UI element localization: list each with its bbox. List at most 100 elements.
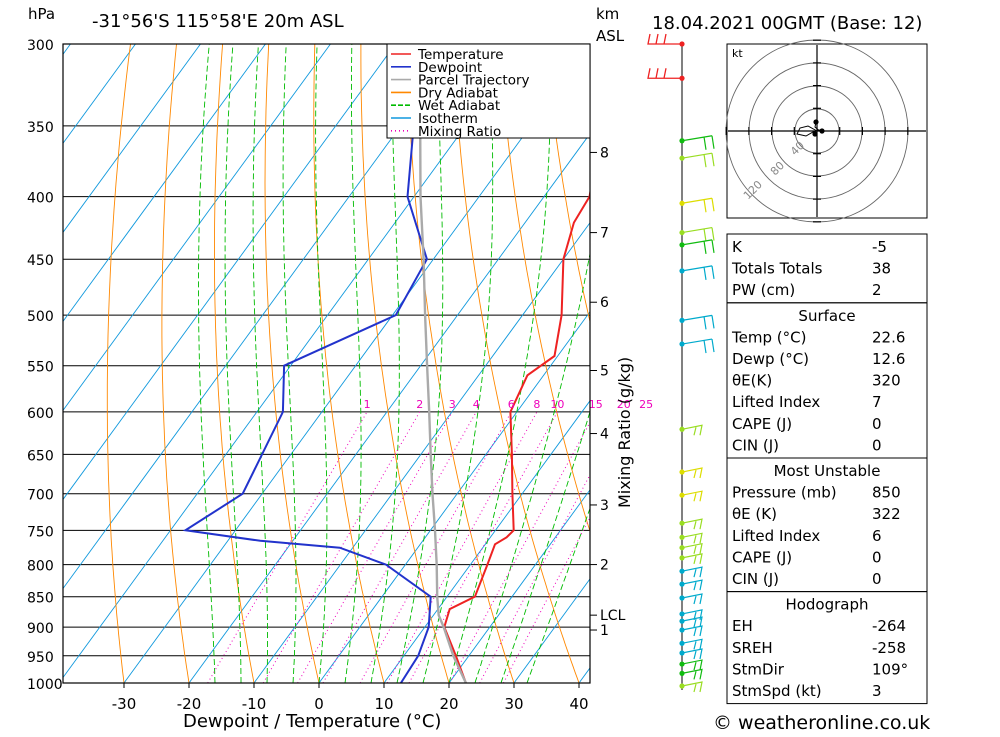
- pressure-tick-label: 600: [27, 406, 54, 422]
- wind-barb: [679, 467, 703, 479]
- table-row-value: 2: [872, 281, 882, 299]
- wind-barb: [679, 152, 715, 168]
- mixing-ratio-label: 6: [508, 398, 515, 411]
- surface-title: Surface: [798, 307, 855, 325]
- isotherm-line: [383, 400, 590, 683]
- wind-barb-staff: [681, 625, 703, 637]
- table-row-label: Totals Totals: [731, 260, 823, 278]
- isotherm-line: [63, 44, 526, 679]
- dry-adiabat-line: [544, 44, 590, 324]
- km-tick-label: 1: [600, 623, 609, 639]
- wet-adiabat-line: [370, 44, 400, 683]
- table-row-label: Lifted Index: [732, 393, 820, 411]
- wet-adiabat-line: [282, 44, 297, 683]
- wind-barb-staff: [647, 68, 682, 79]
- wind-barb: [679, 659, 703, 671]
- wind-barb-dot: [679, 555, 685, 561]
- units-hpa: hPa: [28, 5, 55, 23]
- dry-adiabat-line: [214, 44, 255, 683]
- mixing-ratio-label: 1: [364, 398, 371, 411]
- wet-adiabat-line: [422, 44, 494, 683]
- wind-barb-staff: [681, 566, 703, 578]
- wet-adiabat-line: [344, 44, 362, 683]
- plot-frame: [62, 43, 591, 684]
- wind-barb: [679, 638, 703, 650]
- pressure-tick-label: 700: [27, 488, 54, 504]
- table-row-value: -5: [872, 238, 887, 256]
- dewpoint-profile-line: [182, 44, 432, 683]
- table-row-value: 109°: [872, 660, 908, 678]
- table-row-value: 7: [872, 393, 882, 411]
- pressure-tick-label: 750: [27, 524, 54, 540]
- hodograph_table-box: [726, 591, 928, 705]
- legend-label-mixing: Mixing Ratio: [418, 124, 501, 140]
- wet-adiabat-line: [500, 410, 590, 683]
- isotherm-line: [318, 311, 590, 683]
- pressure-tick-label: 450: [27, 253, 54, 269]
- wind-barb: [679, 532, 703, 544]
- most_unstable-title: Most Unstable: [774, 462, 881, 480]
- wind-barb-staff: [681, 265, 715, 280]
- dry-adiabat-line: [106, 44, 131, 683]
- wind-barb: [679, 314, 715, 330]
- profile-lines: [182, 44, 590, 683]
- table-row-label: StmDir: [732, 660, 785, 678]
- km-tick-label: 3: [600, 498, 609, 514]
- units-km: km: [596, 5, 619, 23]
- wind-barb-dot: [679, 640, 685, 646]
- table-row-label: θE (K): [732, 505, 777, 523]
- wind-barb-staff: [681, 227, 715, 242]
- hodograph-unit: kt: [732, 47, 743, 60]
- wind-barb-staff: [681, 314, 715, 330]
- wind-barb-staff: [681, 490, 703, 502]
- wind-barb-dot: [679, 568, 685, 574]
- dry-adiabat-line: [161, 44, 190, 683]
- mixing-ratio-labels: 1 2 3 4 6 8 10 15 20 25: [364, 398, 654, 411]
- wind-barb-staff: [681, 579, 703, 591]
- wind-barb: [679, 593, 703, 605]
- mixing-ratio-label: 8: [533, 398, 540, 411]
- wind-barb-staff: [681, 668, 703, 680]
- table-row-value: -264: [872, 617, 906, 635]
- temperature-tick-label: 0: [314, 695, 324, 713]
- pressure-tick-label: 300: [27, 38, 54, 54]
- datetime-title: 18.04.2021 00GMT (Base: 12): [652, 13, 922, 34]
- km-tick-label: 6: [600, 295, 609, 311]
- table-row-label: EH: [732, 617, 753, 635]
- dry-adiabat-line: [313, 44, 385, 683]
- wind-barb-staff: [681, 616, 703, 628]
- dry-adiabat-line: [960, 44, 1000, 683]
- km-tick-label: 2: [600, 558, 609, 574]
- wind-barb-staff: [681, 542, 703, 554]
- wind-barb-dot: [679, 661, 685, 667]
- table-row-value: 38: [872, 260, 891, 278]
- mixing-ratio-label: 3: [449, 398, 456, 411]
- km-tick-label: 5: [600, 364, 609, 380]
- pressure-tick-label: 650: [27, 448, 54, 464]
- wind-barb: [679, 625, 703, 637]
- wet-adiabat-line: [474, 251, 590, 683]
- isotherm-line: [63, 44, 331, 412]
- temperature-tick-label: -20: [177, 695, 202, 713]
- units-asl: ASL: [596, 27, 625, 45]
- pressure-tick-label: 800: [27, 559, 54, 575]
- temperature-tick-label: 30: [504, 695, 523, 713]
- parcel-profile-line: [414, 78, 467, 683]
- pressure-tick-label: 900: [27, 621, 54, 637]
- isotherm-line: [63, 44, 201, 234]
- mixing-ratio-label: 4: [473, 398, 480, 411]
- mixing-ratio-line: [322, 411, 477, 683]
- table-row-label: CAPE (J): [732, 415, 792, 433]
- isotherm-line: [253, 221, 590, 683]
- wind-barb-staff: [681, 659, 703, 671]
- wind-barb-staff: [681, 638, 703, 650]
- mixing-ratio-label: 20: [617, 398, 631, 411]
- wind-barb: [679, 197, 715, 213]
- table-row-label: Dewp (°C): [732, 350, 809, 368]
- pressure-axis: 300 350 400 450 500 550 600 650 700 750 800 850 900 9…: [27, 38, 63, 693]
- table-row-label: CIN (J): [732, 570, 779, 588]
- wind-barb-staff: [681, 681, 703, 693]
- table-row-value: 3: [872, 682, 882, 700]
